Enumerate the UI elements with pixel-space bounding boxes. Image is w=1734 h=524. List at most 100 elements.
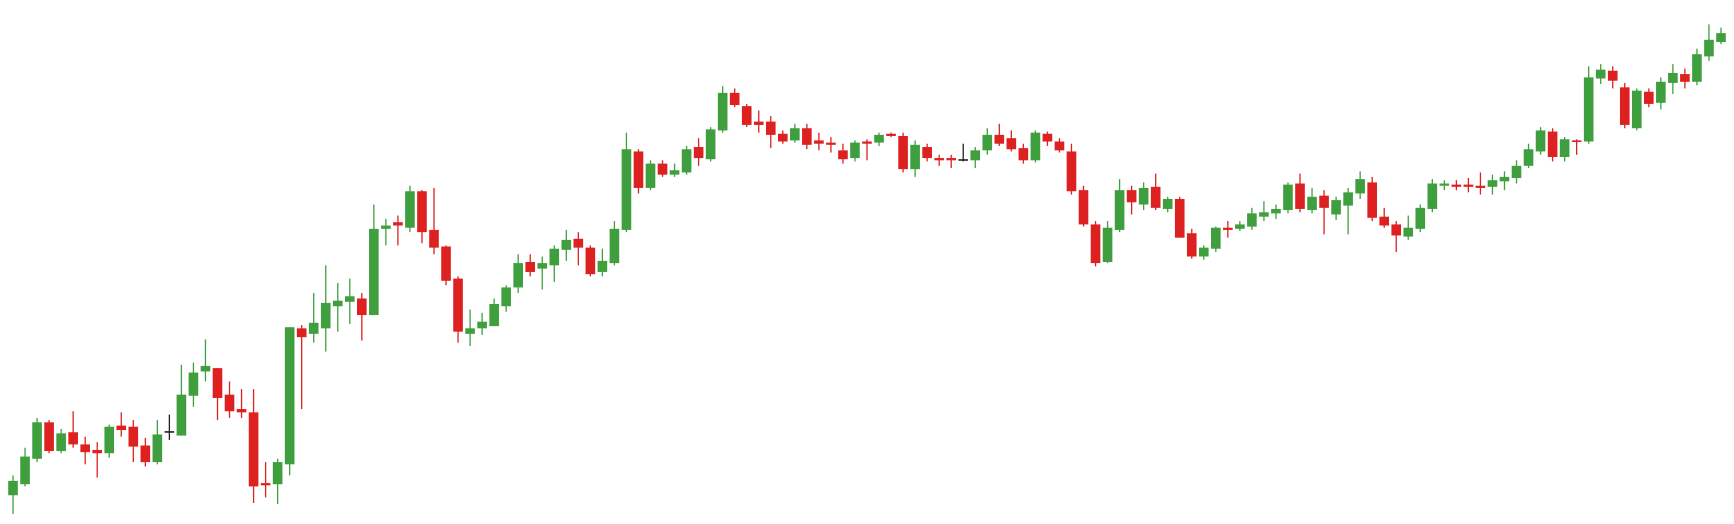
candle-body (272, 462, 283, 485)
candle-body (1668, 72, 1678, 83)
candle-body (1162, 198, 1173, 209)
candle-body (1114, 190, 1125, 230)
candle-body (501, 287, 511, 307)
candle-body (1295, 183, 1305, 209)
candle-body (874, 134, 884, 143)
candle-body (1138, 187, 1149, 205)
candle-body (1198, 247, 1209, 257)
candle-body (1439, 183, 1450, 186)
candle-body (597, 260, 608, 272)
candle-body (1571, 140, 1582, 142)
candle-body (284, 327, 295, 465)
candle-body (814, 140, 824, 144)
candle-body (1391, 224, 1402, 236)
candle-body (790, 128, 800, 141)
candle-body (152, 434, 163, 463)
candle-body (898, 135, 908, 170)
candle-body (765, 121, 776, 135)
candle-body (1042, 133, 1053, 142)
candle-body (224, 394, 235, 412)
candle-body (1511, 165, 1522, 178)
candle-body (164, 431, 175, 433)
candle-body (729, 92, 740, 106)
candle-body (188, 372, 199, 396)
candle-body (1535, 130, 1546, 152)
candle-body (826, 142, 836, 145)
candle-body (44, 422, 54, 452)
candle-body (946, 158, 957, 161)
candle-body (1427, 183, 1438, 209)
candle-body (934, 158, 944, 161)
candle-body (753, 121, 764, 125)
candle-body (1331, 200, 1341, 215)
candle-body (116, 425, 127, 431)
candle-body (381, 225, 391, 229)
candle-body (1066, 151, 1077, 192)
candle-body (1247, 213, 1257, 227)
candle-body (357, 298, 367, 316)
candle-body (681, 149, 692, 173)
candle-body (1126, 190, 1137, 203)
candle-body (344, 296, 355, 302)
candle-body (886, 133, 896, 136)
candle-body (1559, 139, 1570, 157)
candle-body (1307, 196, 1317, 211)
candle-body (802, 128, 812, 145)
candle-body (525, 262, 536, 272)
candle-body (1583, 77, 1594, 142)
candle-body (1283, 184, 1293, 211)
candle-body (1078, 190, 1089, 225)
candle-body (1174, 198, 1185, 238)
candle-body (1475, 185, 1486, 188)
candle-body (260, 483, 271, 486)
candle-body (621, 149, 632, 230)
candle-body (489, 304, 499, 327)
candle-body (1451, 184, 1462, 187)
candle-body (777, 133, 788, 142)
candle-body (910, 144, 920, 170)
candle-body (1090, 224, 1101, 264)
candle-body (513, 263, 523, 288)
candle-body (633, 151, 644, 188)
candle-body (1054, 141, 1065, 151)
candle-body (296, 328, 307, 338)
candle-body (1619, 87, 1630, 125)
candle-body (1367, 182, 1377, 218)
candle-body (573, 238, 584, 248)
candle-body (693, 147, 704, 159)
candle-body (248, 412, 259, 487)
candle-body (405, 191, 415, 228)
candle-body (585, 247, 596, 275)
candle-body (320, 302, 331, 329)
candle-body (1692, 54, 1702, 82)
candle-body (1523, 149, 1534, 166)
candle-body (453, 278, 463, 332)
candle-body (1463, 184, 1474, 187)
candle-body (561, 239, 572, 250)
candle-body (958, 159, 969, 161)
candle-body (1487, 180, 1498, 187)
candle-body (393, 222, 403, 226)
candle-body (1595, 69, 1606, 79)
candle-body (1607, 70, 1618, 81)
candle-body (1259, 212, 1269, 217)
candle-body (1415, 207, 1426, 229)
candle-body (140, 445, 151, 463)
candle-body (1223, 227, 1233, 230)
candle-body (1379, 216, 1390, 226)
candle-body (1235, 224, 1245, 229)
candle-body (1102, 227, 1113, 262)
candle-body (982, 134, 993, 151)
candle-body (429, 229, 439, 248)
candle-body (645, 163, 656, 188)
candle-body (200, 365, 211, 372)
candle-body (1186, 233, 1197, 257)
candle-body (549, 248, 560, 266)
candle-body (838, 150, 848, 160)
candle-body (236, 409, 247, 413)
candle-body (1319, 195, 1329, 208)
candle-body (1704, 39, 1714, 57)
candle-body (1343, 192, 1353, 206)
